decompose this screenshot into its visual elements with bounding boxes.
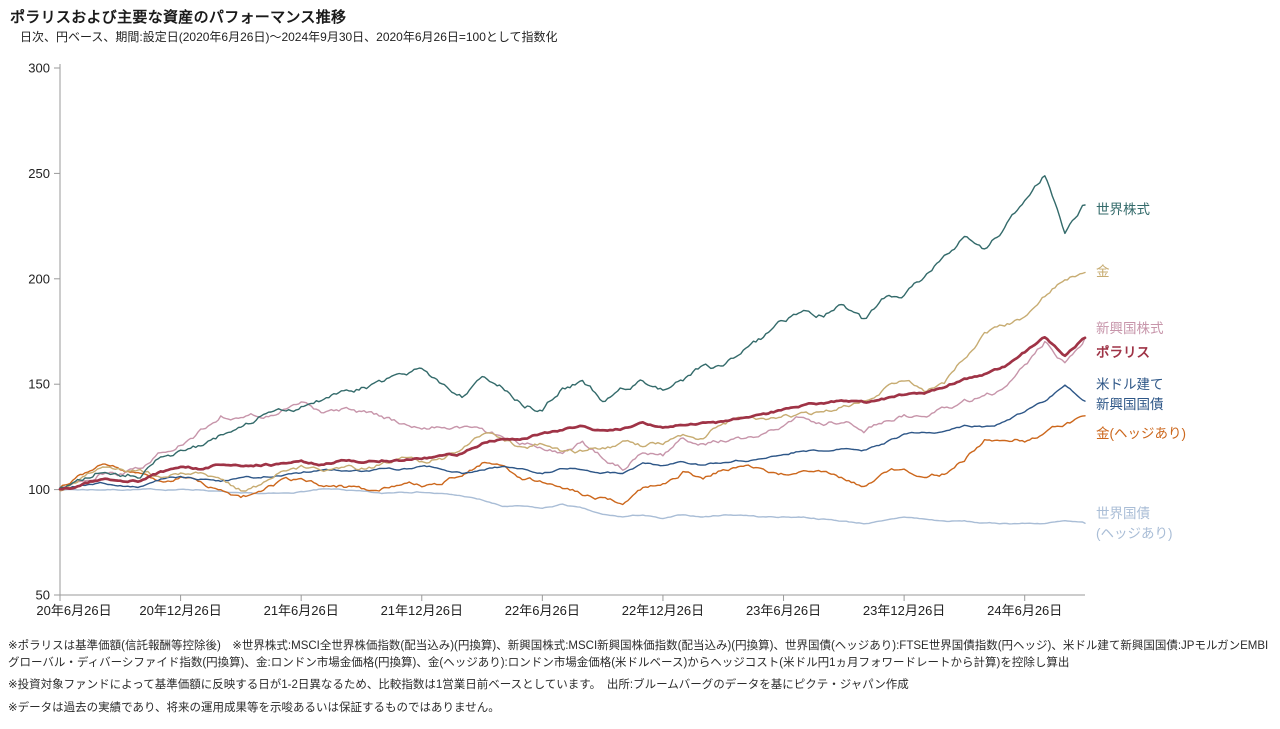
y-tick-label: 50 xyxy=(36,588,50,603)
series-line-gold-hedged xyxy=(59,415,1086,506)
series-label-world-bond-hedged: 世界国債 (ヘッジあり) xyxy=(1096,506,1173,541)
footnote-1: ※ポラリスは基準価額(信託報酬等控除後) ※世界株式:MSCI全世界株価指数(配… xyxy=(8,640,1269,669)
series-line-world-equity xyxy=(59,175,1086,489)
y-tick-label: 300 xyxy=(28,61,50,76)
x-tick-label: 24年6月26日 xyxy=(987,603,1062,618)
series-line-polaris xyxy=(58,335,1087,491)
x-tick-label: 23年6月26日 xyxy=(746,603,821,618)
y-tick-label: 150 xyxy=(28,377,50,392)
y-tick-label: 200 xyxy=(28,271,50,286)
x-tick-label: 20年12月26日 xyxy=(139,603,221,618)
y-tick-label: 250 xyxy=(28,166,50,181)
x-tick-label: 22年12月26日 xyxy=(622,603,704,618)
x-tick-label: 23年12月26日 xyxy=(863,603,945,618)
series-label-polaris: ポラリス xyxy=(1096,345,1150,360)
x-tick-label: 21年12月26日 xyxy=(381,603,463,618)
series-line-gold xyxy=(59,271,1086,492)
series-label-usd-em-bond: 米ドル建て 新興国国債 xyxy=(1096,377,1164,412)
series-line-em-equity xyxy=(59,337,1086,491)
series-line-usd-em-bond xyxy=(59,384,1086,491)
performance-line-chart: 50 100 150 200 250 300 20年6月26日 20年12月26日 21年6月2… xyxy=(28,61,1087,618)
chart-title: ポラリスおよび主要な資産のパフォーマンス推移 xyxy=(10,9,347,26)
series-label-em-equity: 新興国株式 xyxy=(1096,321,1164,336)
x-tick-label: 20年6月26日 xyxy=(36,603,111,618)
chart-subtitle: 日次、円ベース、期間:設定日(2020年6月26日)〜2024年9月30日、20… xyxy=(20,30,558,44)
series-line-world-bond-hedged xyxy=(59,488,1086,525)
y-tick-label: 100 xyxy=(28,482,50,497)
footnote-2: ※投資対象ファンドによって基準価額に反映する日が1-2日異なるため、比較指数は1… xyxy=(8,679,909,692)
series-label-gold: 金 xyxy=(1096,264,1110,279)
series-label-gold-hedged: 金(ヘッジあり) xyxy=(1096,426,1186,441)
x-tick-label: 22年6月26日 xyxy=(505,603,580,618)
x-tick-label: 21年6月26日 xyxy=(264,603,339,618)
series-label-world-equity: 世界株式 xyxy=(1096,202,1150,217)
footnotes: ※ポラリスは基準価額(信託報酬等控除後) ※世界株式:MSCI全世界株価指数(配… xyxy=(8,638,1274,723)
footnote-3: ※データは過去の実績であり、将来の運用成果等を示唆あるいは保証するものではありま… xyxy=(8,702,500,715)
